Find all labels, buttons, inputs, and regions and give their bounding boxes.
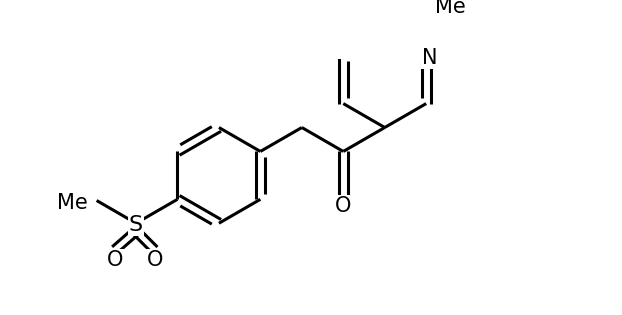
Text: Me: Me <box>435 0 466 17</box>
Text: Me: Me <box>57 192 88 213</box>
Text: O: O <box>146 250 163 270</box>
Text: N: N <box>422 48 437 68</box>
Text: O: O <box>106 250 123 270</box>
Text: S: S <box>129 215 143 235</box>
Text: O: O <box>335 196 351 215</box>
